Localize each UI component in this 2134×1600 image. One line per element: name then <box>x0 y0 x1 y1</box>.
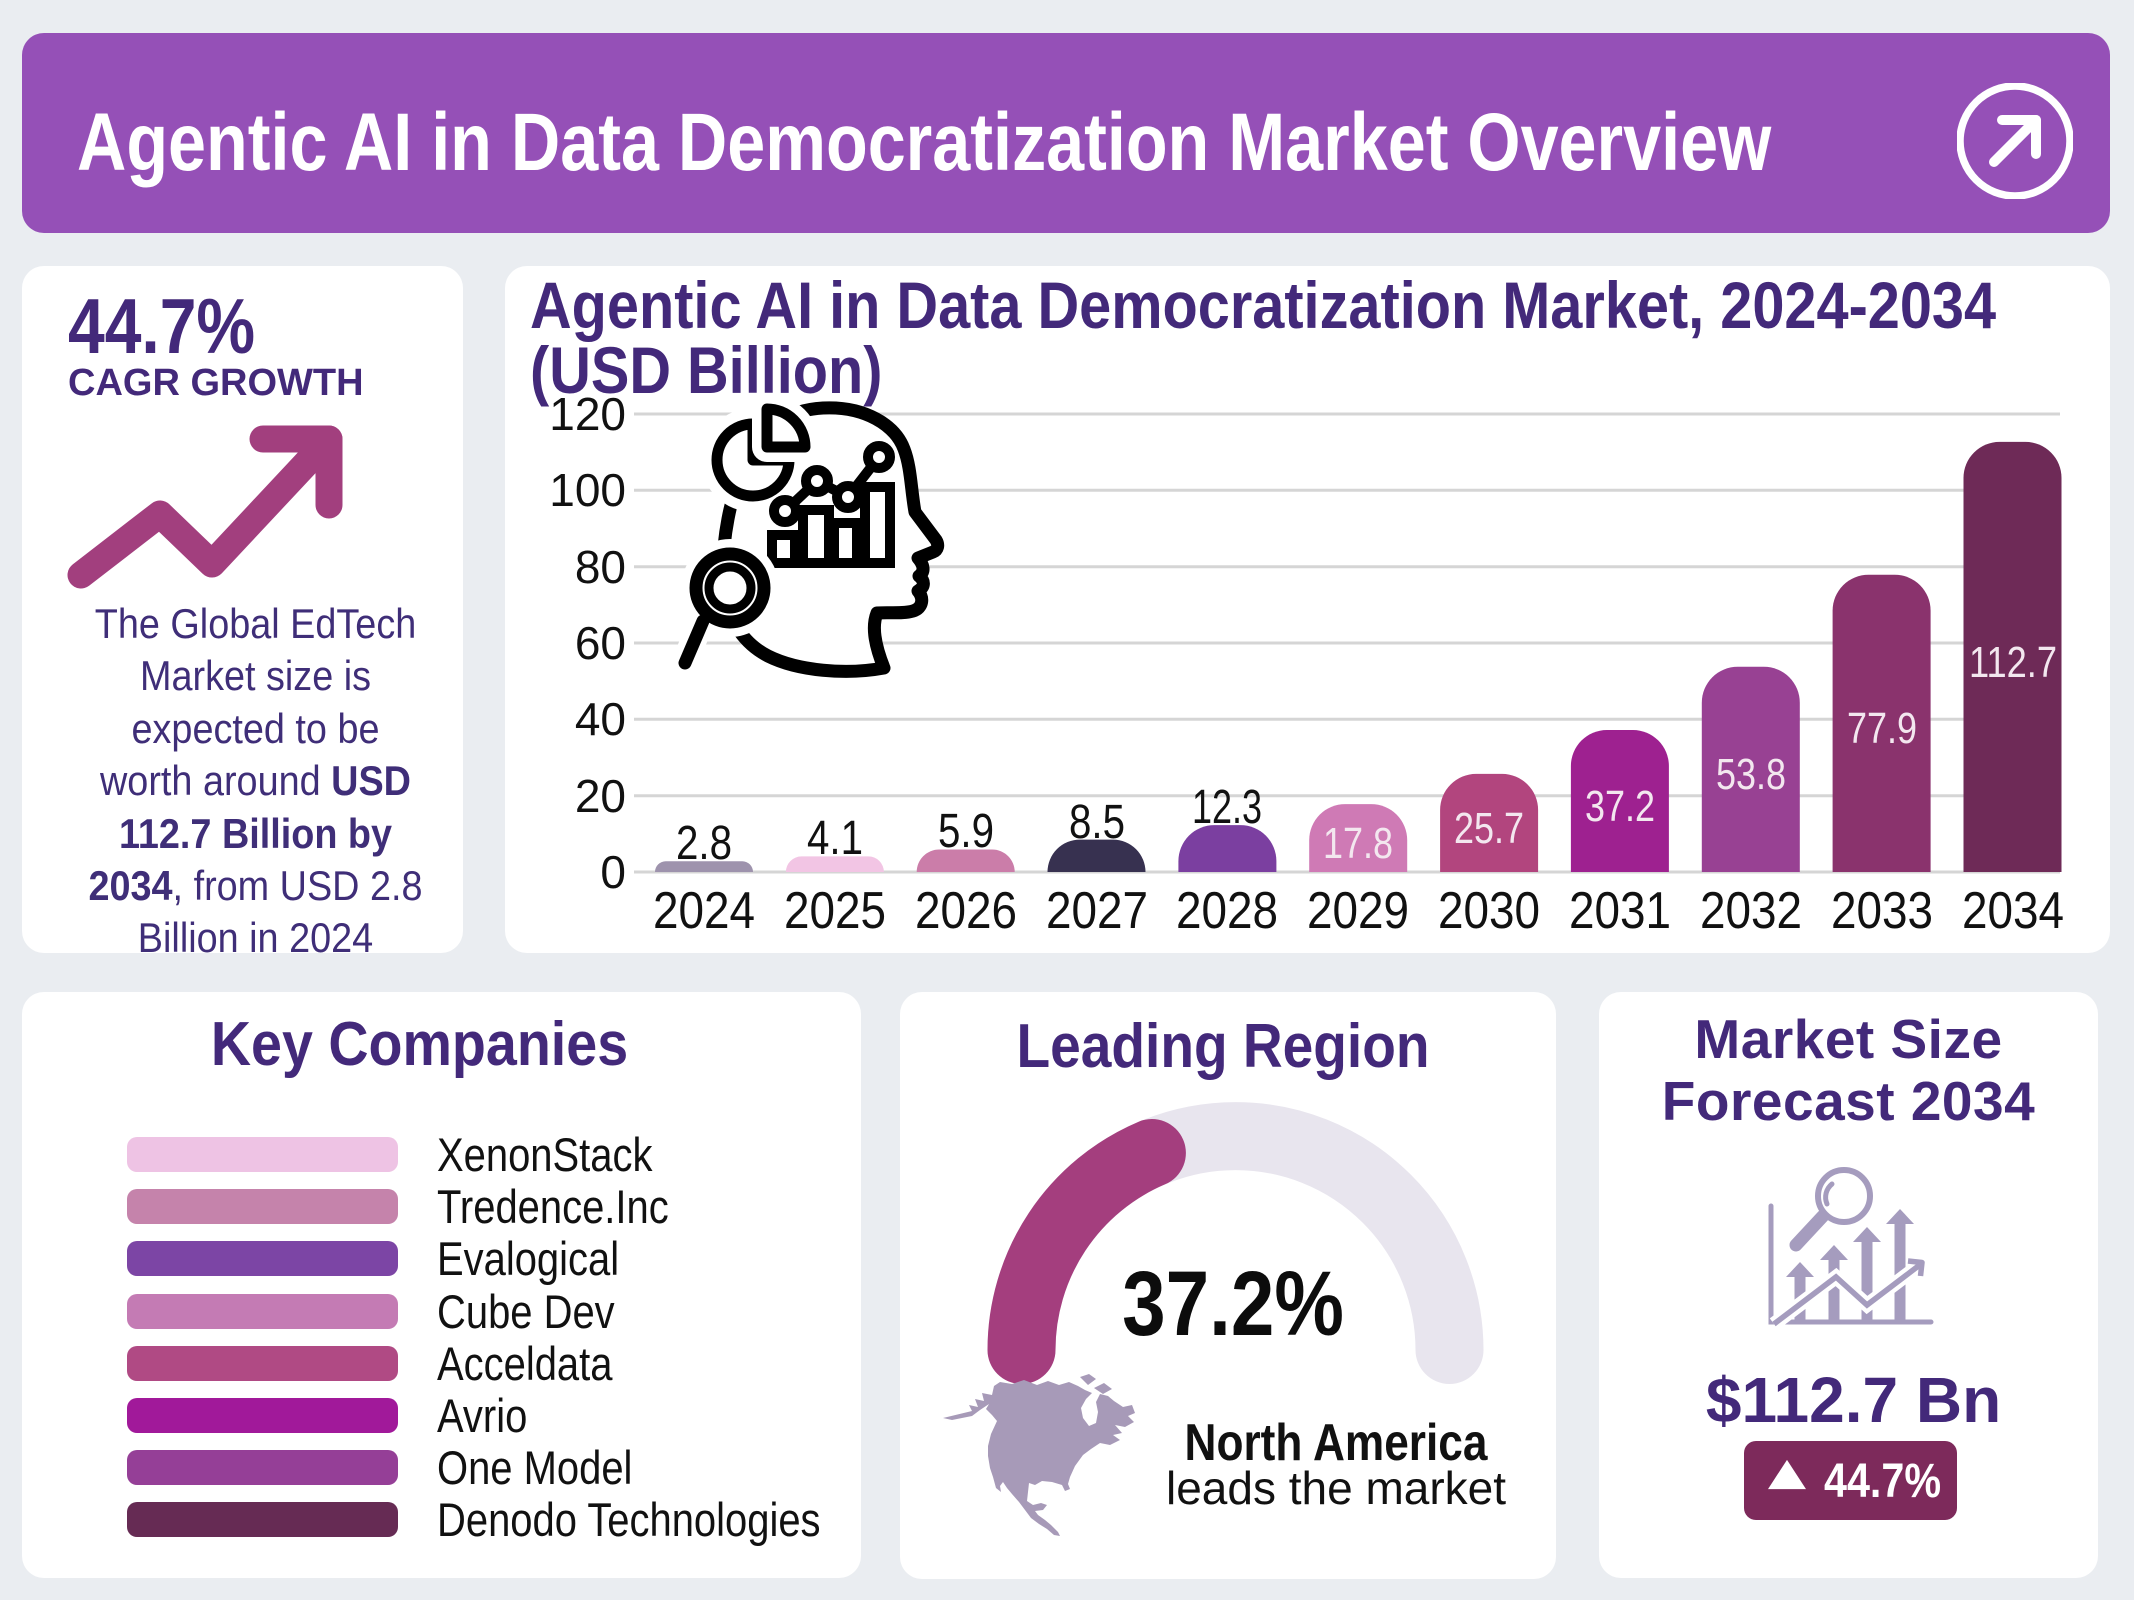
svg-text:8.5: 8.5 <box>1069 796 1125 849</box>
svg-text:2034: 2034 <box>1962 882 2064 940</box>
svg-text:2033: 2033 <box>1831 882 1933 940</box>
svg-text:2029: 2029 <box>1307 882 1409 940</box>
svg-text:77.9: 77.9 <box>1847 704 1917 753</box>
svg-text:53.8: 53.8 <box>1716 750 1786 799</box>
svg-text:12.3: 12.3 <box>1192 781 1262 834</box>
svg-text:120: 120 <box>549 388 626 440</box>
svg-text:100: 100 <box>549 464 626 516</box>
svg-text:2024: 2024 <box>653 882 755 940</box>
svg-text:60: 60 <box>575 617 626 669</box>
svg-text:4.1: 4.1 <box>807 812 863 865</box>
svg-text:112.7: 112.7 <box>1969 638 2057 687</box>
svg-text:37.2: 37.2 <box>1585 782 1655 831</box>
svg-text:2027: 2027 <box>1046 882 1148 940</box>
svg-text:20: 20 <box>575 770 626 822</box>
svg-text:0: 0 <box>600 846 626 898</box>
svg-text:40: 40 <box>575 693 626 745</box>
svg-text:2026: 2026 <box>915 882 1017 940</box>
svg-text:2.8: 2.8 <box>676 817 732 870</box>
svg-text:2030: 2030 <box>1438 882 1540 940</box>
svg-text:2031: 2031 <box>1569 882 1671 940</box>
svg-text:5.9: 5.9 <box>938 805 994 858</box>
svg-text:25.7: 25.7 <box>1454 804 1524 853</box>
svg-text:17.8: 17.8 <box>1323 819 1393 868</box>
svg-text:2028: 2028 <box>1176 882 1278 940</box>
svg-text:2032: 2032 <box>1700 882 1802 940</box>
svg-text:80: 80 <box>575 541 626 593</box>
svg-text:2025: 2025 <box>784 882 886 940</box>
